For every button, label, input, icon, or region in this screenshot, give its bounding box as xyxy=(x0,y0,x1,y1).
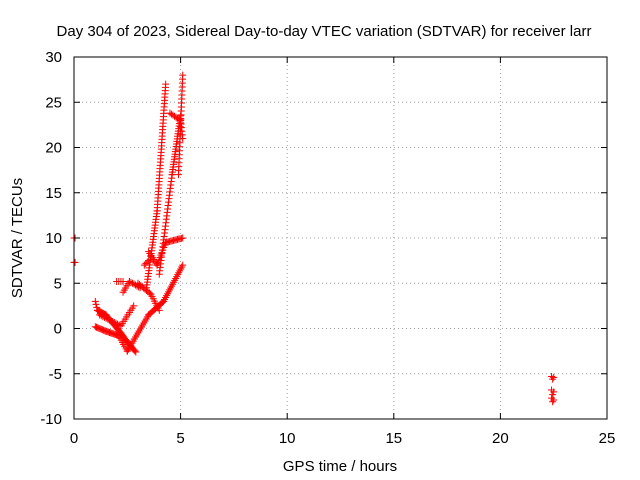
x-tick-label: 10 xyxy=(279,430,296,447)
data-point xyxy=(145,289,153,297)
x-tick-label: 25 xyxy=(599,430,616,447)
tick-labels: 0 5 10 15 20 25 -10 -5 0 5 10 15 20 25 30 xyxy=(40,49,615,447)
y-axis-label: SDTVAR / TECUs xyxy=(9,178,26,298)
data-point xyxy=(162,80,170,88)
x-tick-label: 15 xyxy=(385,430,402,447)
data-point xyxy=(92,300,100,308)
data-point xyxy=(102,314,110,322)
data-point xyxy=(99,313,107,321)
data-point xyxy=(104,315,112,323)
x-axis-label: GPS time / hours xyxy=(283,458,397,475)
x-tick-label: 0 xyxy=(70,430,78,447)
data-point xyxy=(101,313,109,321)
data-point xyxy=(549,391,557,399)
data-point xyxy=(549,375,557,383)
data-point xyxy=(550,396,558,404)
y-tick-label: -5 xyxy=(49,366,62,383)
data-point xyxy=(132,348,140,356)
data-point xyxy=(96,311,104,319)
data-point xyxy=(115,321,123,329)
x-tick-label: 20 xyxy=(492,430,509,447)
data-point xyxy=(127,278,135,286)
data-point xyxy=(109,318,117,326)
data-point xyxy=(71,258,79,266)
y-tick-label: -10 xyxy=(40,411,62,428)
y-tick-label: 10 xyxy=(45,230,62,247)
data-point xyxy=(145,257,153,265)
y-tick-label: 5 xyxy=(54,275,62,292)
axis-ticks xyxy=(73,56,608,420)
data-point xyxy=(107,317,115,325)
data-point xyxy=(105,316,113,324)
data-point xyxy=(179,234,187,242)
data-point xyxy=(114,320,122,328)
data-point xyxy=(179,71,187,79)
data-point xyxy=(93,303,101,311)
data-point xyxy=(130,302,138,310)
data-point xyxy=(142,260,150,268)
data-point xyxy=(97,312,105,320)
grid-lines xyxy=(74,57,607,419)
data-point xyxy=(125,277,133,285)
data-point xyxy=(112,319,120,327)
data-point xyxy=(179,261,187,269)
data-point xyxy=(550,373,558,381)
data-point xyxy=(119,277,127,285)
data-point xyxy=(91,297,99,305)
data-point xyxy=(131,347,139,355)
data-point xyxy=(549,398,557,406)
y-tick-label: 15 xyxy=(45,185,62,202)
data-points xyxy=(70,71,558,406)
y-tick-label: 0 xyxy=(54,321,62,338)
x-tick-label: 5 xyxy=(176,430,184,447)
y-tick-label: 20 xyxy=(45,140,62,157)
data-point xyxy=(110,318,118,326)
y-tick-label: 25 xyxy=(45,94,62,111)
y-tick-label: 30 xyxy=(45,49,62,66)
chart-title: Day 304 of 2023, Sidereal Day-to-day VTE… xyxy=(57,23,592,40)
